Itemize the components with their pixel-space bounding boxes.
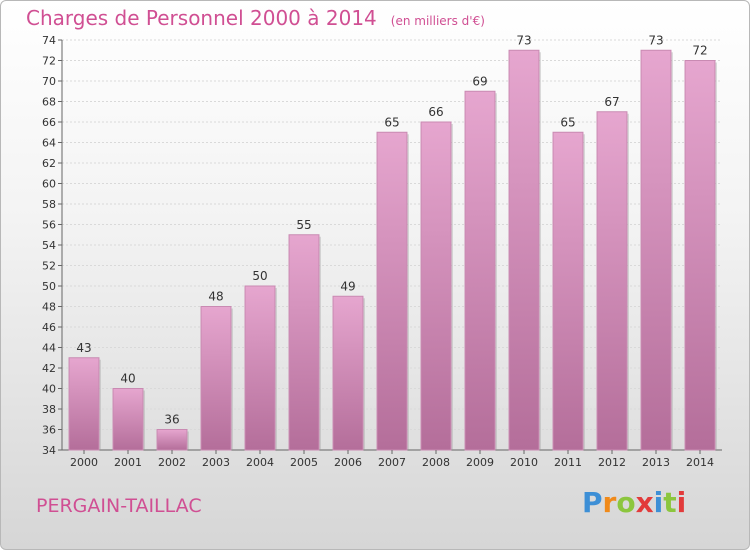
- y-tick-label: 44: [42, 342, 56, 355]
- chart-title-text: Charges de Personnel 2000 à 2014: [26, 6, 377, 30]
- bar: [332, 295, 364, 451]
- bar-value-label: 40: [120, 372, 135, 386]
- y-tick-label: 70: [42, 75, 56, 88]
- bar-value-label: 69: [472, 74, 487, 88]
- x-tick-label: 2006: [334, 456, 362, 469]
- y-tick-label: 54: [42, 239, 56, 252]
- bar-value-label: 67: [604, 95, 619, 109]
- x-tick-label: 2011: [554, 456, 582, 469]
- y-tick-label: 36: [42, 424, 56, 437]
- bar-value-label: 49: [340, 279, 355, 293]
- logo-letter: i: [676, 486, 687, 519]
- logo-letter: P: [582, 486, 603, 519]
- y-tick-label: 42: [42, 362, 56, 375]
- y-tick-label: 68: [42, 96, 56, 109]
- y-tick-label: 64: [42, 137, 56, 150]
- y-tick-label: 40: [42, 383, 56, 396]
- y-tick-label: 60: [42, 178, 56, 191]
- x-tick-label: 2009: [466, 456, 494, 469]
- place-name: PERGAIN-TAILLAC: [36, 495, 202, 517]
- bar: [244, 285, 276, 451]
- y-tick-label: 38: [42, 403, 56, 416]
- bar: [200, 306, 232, 451]
- x-tick-label: 2002: [158, 456, 186, 469]
- bar-value-label: 73: [516, 33, 531, 47]
- logo-letter: x: [635, 486, 654, 519]
- y-tick-label: 50: [42, 280, 56, 293]
- bar: [112, 388, 144, 451]
- y-tick-label: 62: [42, 157, 56, 170]
- bar-value-label: 65: [560, 115, 575, 129]
- logo-letter: o: [616, 486, 636, 519]
- x-tick-label: 2003: [202, 456, 230, 469]
- bar: [640, 49, 672, 451]
- chart-subtitle: (en milliers d'€): [390, 14, 485, 28]
- bar: [68, 357, 100, 451]
- x-tick-label: 2010: [510, 456, 538, 469]
- x-tick-label: 2008: [422, 456, 450, 469]
- bar-value-label: 48: [208, 290, 223, 304]
- x-tick-label: 2004: [246, 456, 274, 469]
- bar: [156, 429, 188, 451]
- y-tick-label: 48: [42, 301, 56, 314]
- bar: [552, 131, 584, 451]
- x-tick-label: 2001: [114, 456, 142, 469]
- x-tick-label: 2013: [642, 456, 670, 469]
- logo-letter: r: [602, 486, 617, 519]
- bar-value-label: 50: [252, 269, 267, 283]
- bar-value-label: 66: [428, 105, 443, 119]
- chart-title: Charges de Personnel 2000 à 2014 (en mill…: [26, 6, 485, 30]
- bar: [596, 111, 628, 451]
- y-tick-label: 34: [42, 444, 56, 457]
- y-tick-label: 58: [42, 198, 56, 211]
- bar-value-label: 55: [296, 218, 311, 232]
- bar: [376, 131, 408, 451]
- bar: [684, 60, 716, 451]
- x-tick-label: 2014: [686, 456, 714, 469]
- bar-value-label: 65: [384, 115, 399, 129]
- x-tick-label: 2005: [290, 456, 318, 469]
- bar-value-label: 73: [648, 33, 663, 47]
- bar: [420, 121, 452, 451]
- y-tick-label: 52: [42, 260, 56, 273]
- y-tick-label: 66: [42, 116, 56, 129]
- x-tick-label: 2007: [378, 456, 406, 469]
- bar: [508, 49, 540, 451]
- bar-value-label: 43: [76, 341, 91, 355]
- y-tick-label: 46: [42, 321, 56, 334]
- x-tick-label: 2012: [598, 456, 626, 469]
- y-tick-label: 56: [42, 219, 56, 232]
- bar: [288, 234, 320, 451]
- logo-letter: i: [653, 486, 664, 519]
- bar-value-label: 72: [692, 44, 707, 58]
- y-tick-label: 74: [42, 34, 56, 47]
- logo-letter: t: [663, 486, 677, 519]
- y-tick-label: 72: [42, 55, 56, 68]
- x-tick-label: 2000: [70, 456, 98, 469]
- proxiti-logo: Proxiti: [582, 486, 686, 519]
- bar-value-label: 36: [164, 413, 179, 427]
- bar: [464, 90, 496, 451]
